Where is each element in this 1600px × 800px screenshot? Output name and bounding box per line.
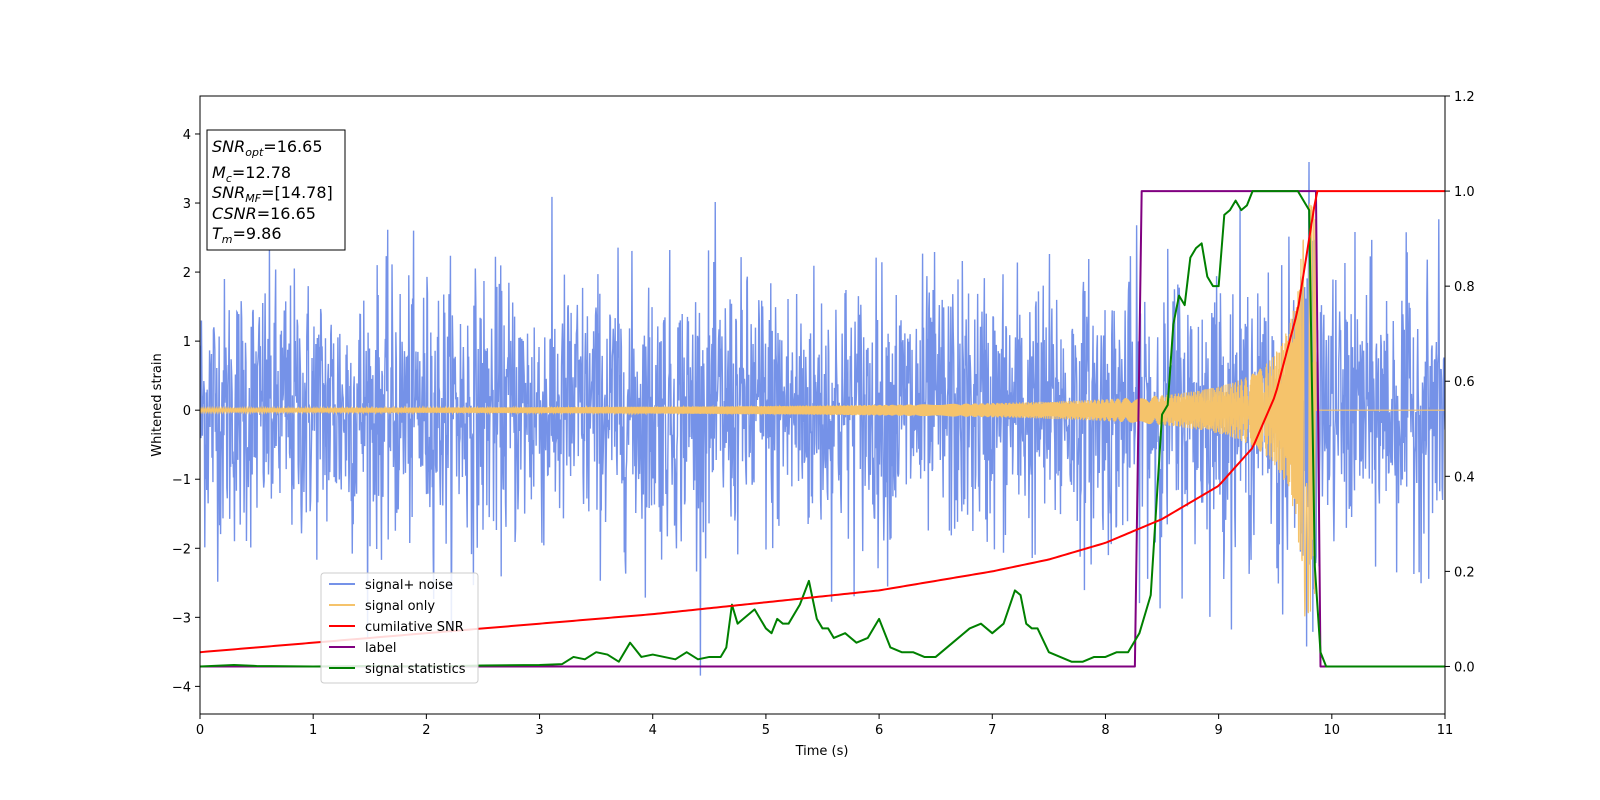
- y-left-tick-label: −3: [172, 611, 191, 626]
- plot-frame: [199, 95, 1446, 715]
- y-right-tick-label: 0.6: [1454, 375, 1475, 390]
- series-signal-noise: [200, 162, 1445, 676]
- legend-label-label: label: [365, 641, 396, 656]
- y-left-tick-label: −1: [172, 473, 191, 488]
- legend-frame: [320, 572, 479, 684]
- x-tick-label: 10: [1324, 723, 1341, 738]
- x-tick-label: 4: [649, 723, 657, 738]
- series-signal-statistics: [200, 190, 1445, 668]
- x-tick-label: 9: [1214, 723, 1222, 738]
- info-snr-mf: SNRMF=[14.78]: [212, 183, 333, 205]
- y-left-tick-label: 2: [183, 266, 191, 281]
- legend: signal+ noise signal only cumilative SNR…: [320, 572, 479, 684]
- x-axis-label: Time (s): [795, 744, 849, 759]
- y-right-tick-label: 1.0: [1454, 185, 1475, 200]
- plot-area: [200, 162, 1445, 676]
- y-right-tick-label: 0.2: [1454, 565, 1475, 580]
- y-right-tick-label: 0.0: [1454, 660, 1475, 675]
- y-left-tick-label: −4: [172, 680, 191, 695]
- x-tick-label: 1: [309, 723, 317, 738]
- x-tick-label: 11: [1437, 723, 1454, 738]
- info-csnr: CSNR=16.65: [212, 204, 316, 223]
- y-left-tick-label: 3: [183, 197, 191, 212]
- x-tick-label: 5: [762, 723, 770, 738]
- x-axis: 0 1 2 3 4 5 6 7 8 9 10 11: [196, 714, 1453, 738]
- y-axis-right: 0.0 0.2 0.4 0.6 0.8 1.0 1.2: [1445, 90, 1475, 675]
- legend-label-signal-noise: signal+ noise: [365, 578, 453, 593]
- info-mc: Mc=12.78: [212, 163, 291, 185]
- x-tick-label: 8: [1101, 723, 1109, 738]
- y-left-tick-label: −2: [172, 542, 191, 557]
- info-tm: Tm=9.86: [212, 224, 282, 246]
- x-tick-label: 0: [196, 723, 204, 738]
- y-right-tick-label: 0.4: [1454, 470, 1475, 485]
- x-tick-label: 7: [988, 723, 996, 738]
- y-right-tick-label: 0.8: [1454, 280, 1475, 295]
- y-left-tick-label: 0: [183, 404, 191, 419]
- info-box: SNRopt=16.65 Mc=12.78 SNRMF=[14.78] CSNR…: [206, 129, 346, 251]
- x-tick-label: 6: [875, 723, 883, 738]
- y-right-tick-label: 1.2: [1454, 90, 1475, 105]
- legend-label-cumulative-snr: cumilative SNR: [365, 620, 464, 635]
- series-signal-only: [200, 203, 1445, 617]
- info-box-frame: [206, 129, 346, 251]
- y-left-tick-label: 1: [183, 335, 191, 350]
- info-snr-opt: SNRopt=16.65: [212, 137, 323, 159]
- legend-label-signal-only: signal only: [365, 599, 435, 614]
- y-axis-left: −4 −3 −2 −1 0 1 2 3 4: [172, 128, 200, 695]
- legend-label-signal-statistics: signal statistics: [365, 662, 466, 677]
- y-left-tick-label: 4: [183, 128, 191, 143]
- x-tick-label: 2: [422, 723, 430, 738]
- y-axis-label: Whitened strain: [150, 353, 165, 456]
- x-tick-label: 3: [535, 723, 543, 738]
